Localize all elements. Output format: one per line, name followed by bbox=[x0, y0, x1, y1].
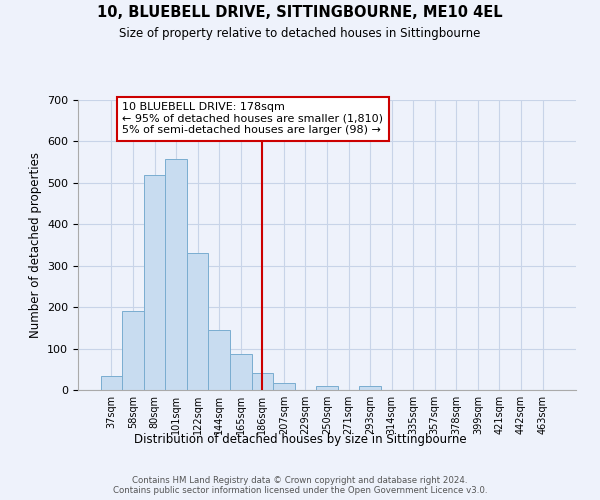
Text: 10 BLUEBELL DRIVE: 178sqm
← 95% of detached houses are smaller (1,810)
5% of sem: 10 BLUEBELL DRIVE: 178sqm ← 95% of detac… bbox=[122, 102, 383, 136]
Bar bbox=[208, 330, 230, 390]
Text: Size of property relative to detached houses in Sittingbourne: Size of property relative to detached ho… bbox=[119, 28, 481, 40]
Bar bbox=[101, 376, 122, 390]
Bar bbox=[316, 386, 338, 390]
Text: Contains HM Land Registry data © Crown copyright and database right 2024.
Contai: Contains HM Land Registry data © Crown c… bbox=[113, 476, 487, 495]
Bar bbox=[144, 174, 166, 390]
Bar bbox=[122, 312, 144, 390]
Text: 10, BLUEBELL DRIVE, SITTINGBOURNE, ME10 4EL: 10, BLUEBELL DRIVE, SITTINGBOURNE, ME10 … bbox=[97, 5, 503, 20]
Bar bbox=[166, 159, 187, 390]
Bar bbox=[251, 372, 273, 390]
Bar bbox=[359, 386, 381, 390]
Bar bbox=[230, 354, 251, 390]
Text: Distribution of detached houses by size in Sittingbourne: Distribution of detached houses by size … bbox=[134, 432, 466, 446]
Y-axis label: Number of detached properties: Number of detached properties bbox=[29, 152, 41, 338]
Bar bbox=[273, 382, 295, 390]
Bar bbox=[187, 254, 208, 390]
